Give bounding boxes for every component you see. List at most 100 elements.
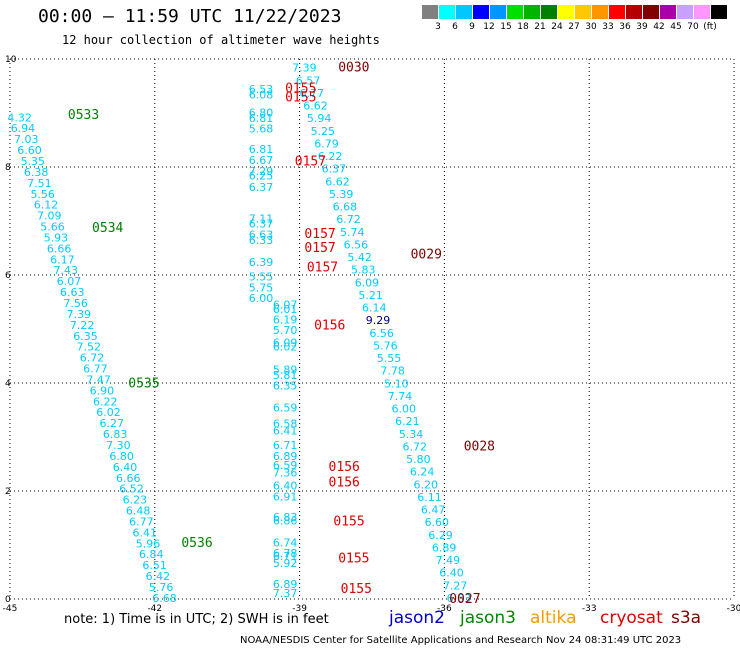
data-point: 6.40	[439, 567, 464, 580]
data-point: 6.08	[249, 89, 274, 102]
data-point: 7.52	[77, 341, 102, 354]
data-point: 7.74	[388, 390, 413, 403]
data-point: 5.76	[373, 339, 398, 352]
data-point: 6.71	[273, 550, 298, 563]
legend-swatch	[490, 5, 506, 19]
data-point: 6.89	[432, 541, 457, 554]
data-point: 7.56	[63, 297, 88, 310]
data-point: 6.59	[273, 459, 298, 472]
data-point: 6.56	[369, 327, 394, 340]
data-point: 5.39	[329, 188, 354, 201]
y-tick-label: 6	[5, 271, 11, 281]
data-point: 4.32	[7, 111, 32, 124]
data-point: 6.14	[362, 302, 387, 315]
data-point: 5.25	[311, 125, 336, 138]
satellite-s3a: s3a	[671, 608, 702, 628]
data-point: 7.22	[70, 319, 95, 332]
satellite-jason2: jason2	[389, 608, 445, 628]
satellite-altika: altika	[530, 608, 577, 628]
data-point: 6.24	[410, 466, 435, 479]
data-point: 6.68	[152, 592, 177, 605]
legend-swatch	[575, 5, 591, 19]
data-point: 6.80	[109, 450, 134, 463]
data-point: 6.89	[273, 450, 298, 463]
legend-swatch	[558, 5, 574, 19]
legend-swatch	[677, 5, 693, 19]
data-point: 7.43	[53, 264, 78, 277]
data-point: 6.63	[447, 592, 472, 605]
data-point: 6.52	[119, 483, 144, 496]
legend-label: 21	[534, 22, 546, 32]
data-point: 6.17	[50, 253, 75, 266]
legend-label: 70	[687, 22, 699, 32]
legend-swatch	[507, 5, 523, 19]
data-point: 7.36	[273, 467, 298, 480]
data-point: 6.00	[391, 403, 416, 416]
data-point: 6.91	[273, 490, 298, 503]
data-point: 6.84	[139, 548, 164, 561]
track-label: 0157	[295, 155, 326, 170]
data-point: 6.35	[73, 330, 98, 343]
legend-label: 30	[585, 22, 597, 32]
data-point: 5.94	[307, 112, 332, 125]
data-point: 6.27	[100, 417, 125, 430]
footer-note: note: 1) Time is in UTC; 2) SWH is in fe…	[64, 612, 329, 627]
data-point: 6.81	[249, 112, 274, 125]
data-point: 6.29	[428, 529, 453, 542]
data-point: 5.55	[377, 352, 402, 365]
data-point: 6.40	[273, 480, 298, 493]
legend-swatch	[456, 5, 472, 19]
legend-swatch	[524, 5, 540, 19]
data-point: 6.22	[318, 150, 343, 163]
data-point: 6.37	[249, 181, 274, 194]
x-tick-label: -36	[437, 604, 452, 614]
data-point: 6.53	[249, 83, 274, 96]
y-tick-label: 10	[5, 55, 17, 65]
data-point: 6.71	[273, 439, 298, 452]
track-label: 0156	[329, 460, 360, 475]
data-point: 5.34	[399, 428, 424, 441]
data-point: 6.35	[273, 380, 298, 393]
data-point: 7.30	[106, 439, 131, 452]
data-point: 5.76	[149, 581, 174, 594]
data-point: 6.41	[132, 526, 157, 539]
data-point: 5.55	[249, 271, 274, 284]
legend-label: 12	[483, 22, 495, 32]
data-point: 6.33	[249, 234, 274, 247]
data-point: 6.09	[355, 276, 380, 289]
data-point: 7.37	[273, 587, 298, 600]
track-label: 0029	[411, 247, 442, 262]
data-point: 6.21	[395, 415, 420, 428]
data-point: 6.59	[273, 401, 298, 414]
data-point: 6.63	[60, 286, 85, 299]
data-point: 7.39	[292, 62, 317, 75]
legend-label: 36	[619, 22, 631, 32]
data-point: 6.80	[249, 106, 274, 119]
data-point: 6.60	[425, 516, 450, 529]
legend-swatch	[439, 5, 455, 19]
data-point: 6.62	[303, 100, 328, 113]
track-label: 0030	[338, 61, 369, 76]
legend-label: 39	[636, 22, 648, 32]
track-label: 0156	[329, 475, 360, 490]
data-point: 5.93	[44, 231, 69, 244]
data-point: 5.74	[340, 226, 365, 239]
data-point: 6.38	[24, 166, 49, 179]
y-tick-label: 4	[5, 379, 11, 389]
data-point: 6.23	[123, 494, 148, 507]
data-point: 6.20	[414, 478, 439, 491]
x-tick-label: -33	[582, 604, 597, 614]
track-label: 0535	[128, 376, 159, 391]
data-point: 6.39	[249, 256, 274, 269]
satellite-cryosat: cryosat	[600, 608, 663, 628]
data-point: 9.29	[366, 314, 391, 327]
legend-swatch	[422, 5, 438, 19]
data-point: 5.56	[30, 188, 55, 201]
legend-swatch	[694, 5, 710, 19]
data-point: 6.09	[273, 337, 298, 350]
data-point: 7.47	[86, 373, 111, 386]
data-point: 7.11	[249, 212, 274, 225]
data-point: 6.12	[34, 199, 59, 212]
data-point: 5.81	[273, 369, 298, 382]
